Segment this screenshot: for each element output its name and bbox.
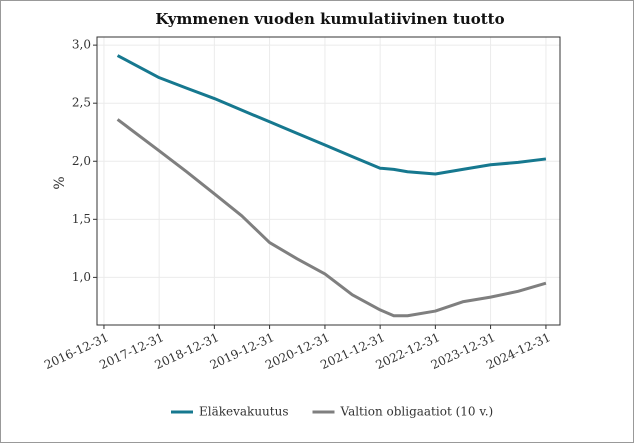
y-tick-label: 2,0 [72, 154, 91, 168]
y-tick-label: 1,0 [72, 270, 91, 284]
y-tick-label: 3,0 [72, 38, 91, 52]
y-tick-label: 2,5 [72, 96, 91, 110]
y-tick-label: 1,5 [72, 212, 91, 226]
legend-label: Valtion obligaatiot (10 v.) [340, 405, 494, 419]
y-axis-label: % [52, 176, 68, 189]
chart-title: Kymmenen vuoden kumulatiivinen tuotto [155, 10, 504, 28]
legend-label: Eläkevakuutus [199, 405, 289, 419]
plot-border [96, 36, 561, 326]
series-line [116, 118, 547, 318]
series-line [116, 54, 547, 176]
